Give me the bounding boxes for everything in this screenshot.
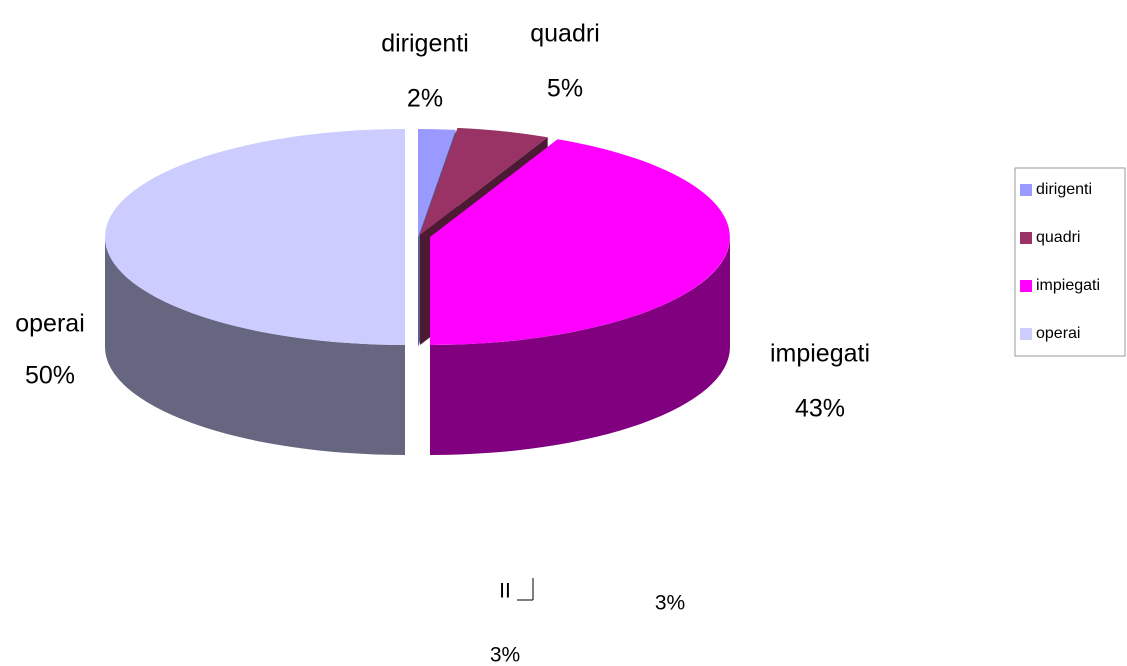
legend-swatch (1020, 280, 1032, 292)
slice (105, 129, 405, 345)
slice-label: impiegati (770, 340, 870, 368)
tops (105, 127, 730, 345)
slice-value-label: 2% (407, 85, 443, 113)
slice-value-label: 43% (795, 395, 845, 423)
legend-swatch (1020, 328, 1032, 340)
slice (420, 127, 548, 235)
legend-swatch (1020, 184, 1032, 196)
slice (418, 129, 456, 237)
slice-side (430, 237, 730, 455)
legend-box (1014, 167, 1126, 357)
legend-label: impiegati (1036, 277, 1100, 294)
slice-label: operai (15, 310, 85, 338)
slice-value-label: 50% (25, 362, 75, 390)
legend-label: dirigenti (1036, 181, 1092, 198)
legend-swatch (1020, 232, 1032, 244)
walls (105, 237, 730, 455)
annotation: 3% (490, 644, 520, 666)
annotation: II (499, 580, 511, 603)
legend-label: quadri (1036, 229, 1080, 246)
slice-label: dirigenti (381, 30, 469, 58)
slice (430, 139, 730, 345)
slice-value-label: 5% (547, 75, 583, 103)
slice-side (105, 237, 405, 455)
annotation: 3% (655, 592, 685, 615)
legend-label: operai (1036, 325, 1080, 342)
slice-label: quadri (530, 20, 600, 48)
